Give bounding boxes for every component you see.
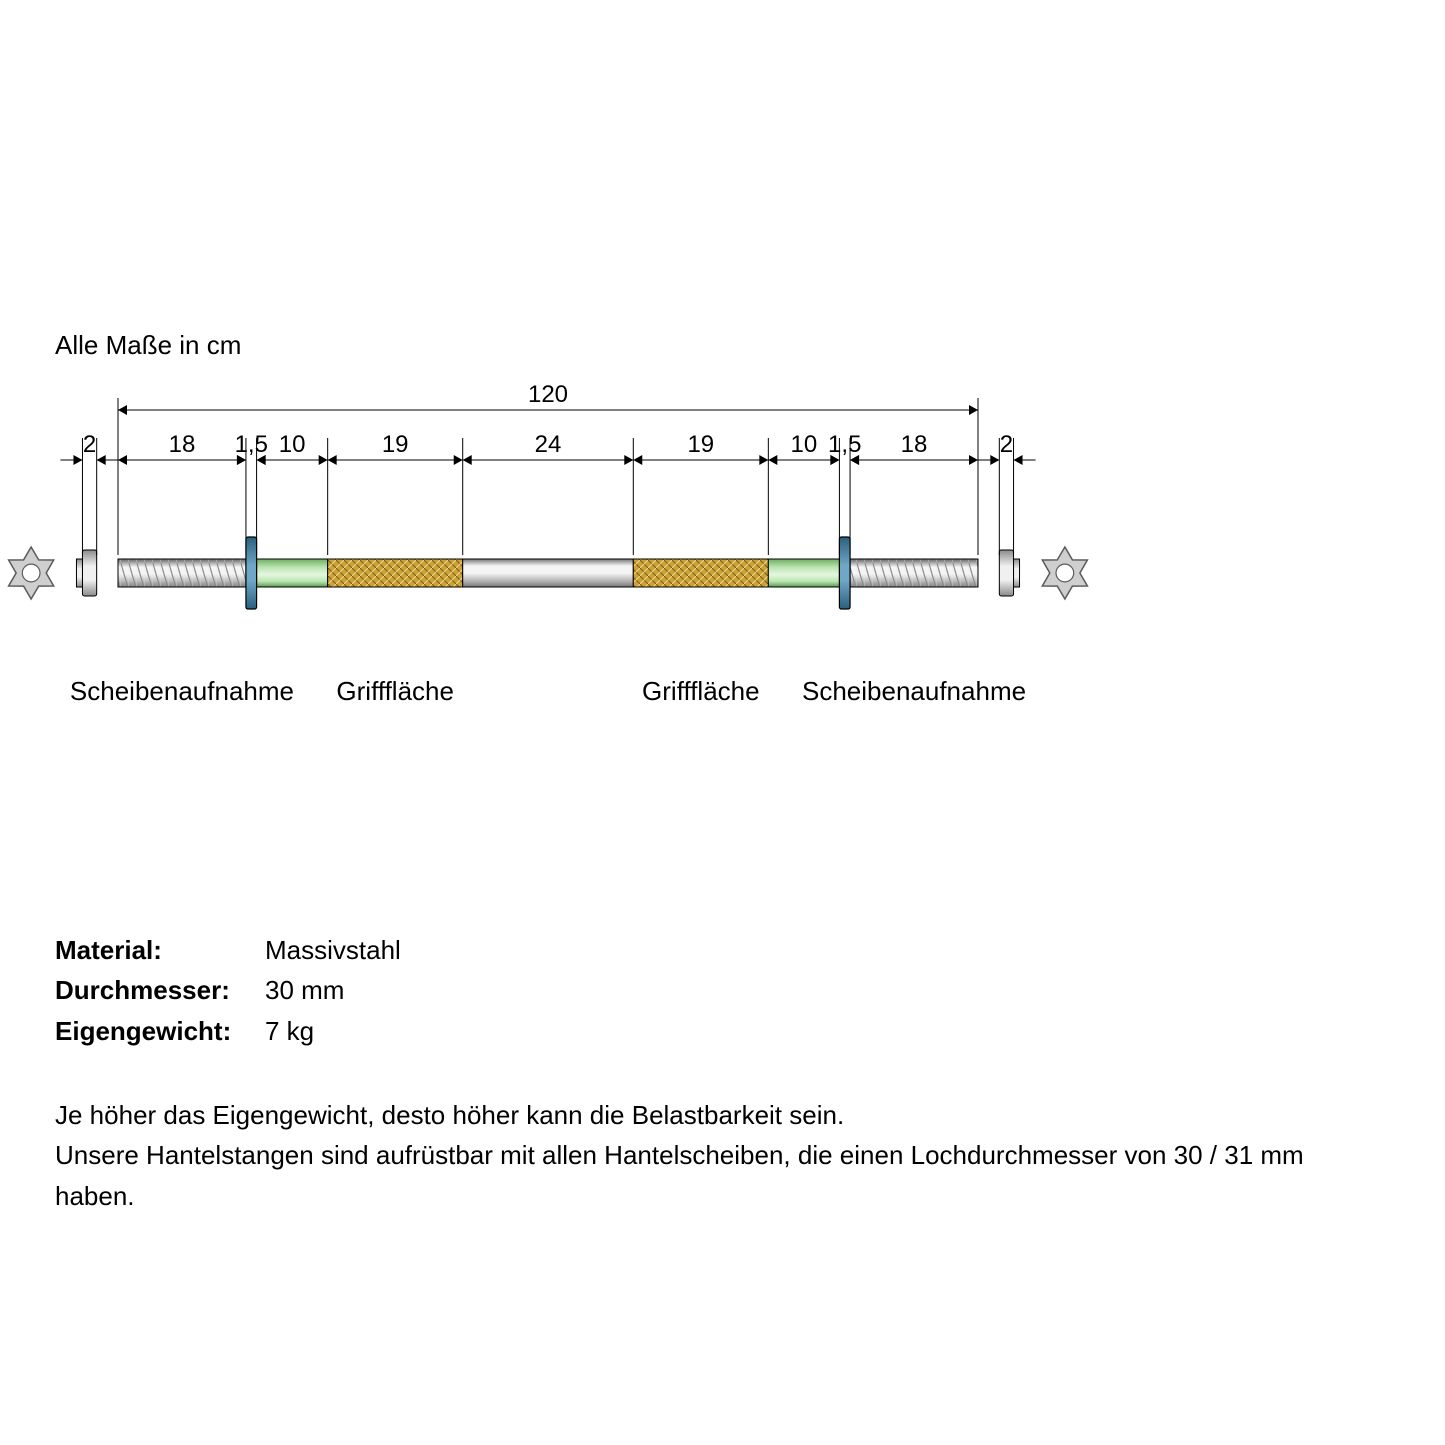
svg-text:2: 2 [1000, 431, 1013, 458]
svg-text:1,5: 1,5 [235, 431, 268, 458]
svg-text:18: 18 [901, 431, 928, 458]
svg-text:2: 2 [83, 431, 96, 458]
svg-text:18: 18 [169, 431, 196, 458]
svg-text:24: 24 [535, 431, 562, 458]
description-text: Je höher das Eigengewicht, desto höher k… [55, 1095, 1385, 1216]
spec-value: 7 kg [265, 1011, 314, 1051]
spec-value: Massivstahl [265, 930, 401, 970]
svg-text:120: 120 [528, 381, 568, 408]
svg-text:Scheibenaufnahme: Scheibenaufnahme [70, 676, 294, 706]
svg-text:19: 19 [687, 431, 714, 458]
barbell-diagram: 2 2 120 18 1,5 10 19 24 19 10 1,5 18 Scheibenaufnahm… [0, 0, 1445, 1445]
svg-text:10: 10 [791, 431, 818, 458]
spec-row-diameter: Durchmesser: 30 mm [55, 970, 401, 1010]
svg-text:19: 19 [382, 431, 409, 458]
svg-text:10: 10 [279, 431, 306, 458]
specs-block: Material: Massivstahl Durchmesser: 30 mm… [55, 930, 401, 1051]
spec-label: Material: [55, 930, 265, 970]
spec-label: Durchmesser: [55, 970, 265, 1010]
spec-label: Eigengewicht: [55, 1011, 265, 1051]
svg-text:Scheibenaufnahme: Scheibenaufnahme [802, 676, 1026, 706]
spec-row-weight: Eigengewicht: 7 kg [55, 1011, 401, 1051]
spec-row-material: Material: Massivstahl [55, 930, 401, 970]
svg-text:Grifffläche: Grifffläche [336, 676, 454, 706]
svg-text:Grifffläche: Grifffläche [642, 676, 760, 706]
svg-text:1,5: 1,5 [828, 431, 861, 458]
spec-value: 30 mm [265, 970, 344, 1010]
